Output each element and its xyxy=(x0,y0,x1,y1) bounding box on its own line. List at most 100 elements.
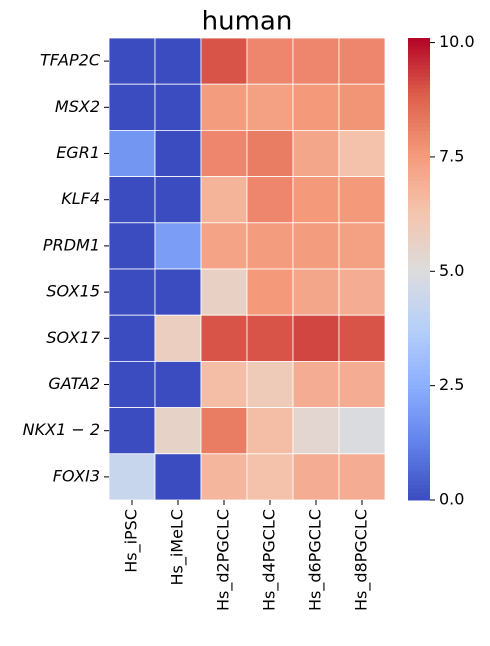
heat-cell xyxy=(292,314,340,362)
colorbar-strip xyxy=(408,419,430,424)
colorbar-strip xyxy=(408,226,430,231)
colorbar-strip xyxy=(408,446,430,451)
colorbar-strip xyxy=(408,130,430,135)
heat-cell xyxy=(200,222,248,270)
heat-cell xyxy=(246,268,294,316)
heat-cell xyxy=(154,314,202,362)
colorbar-strip xyxy=(408,434,430,439)
heat-cell xyxy=(292,83,340,131)
colorbar-strip xyxy=(408,134,430,139)
heat-cell xyxy=(292,360,340,408)
colorbar-strip xyxy=(408,303,430,308)
heat-cell xyxy=(108,314,156,362)
colorbar-strip xyxy=(408,326,430,332)
colorbar-strip xyxy=(408,473,430,478)
y-tick-label: SOX17 xyxy=(46,328,100,347)
colorbar-strip xyxy=(408,280,430,285)
colorbar-strip xyxy=(408,361,430,366)
colorbar-strip xyxy=(408,338,430,343)
heat-cell xyxy=(338,360,386,408)
heat-cell xyxy=(246,129,294,177)
colorbar-strip xyxy=(408,218,430,224)
colorbar-strip xyxy=(408,353,430,359)
colorbar-strip xyxy=(408,153,430,158)
y-tick-label: NKX1 − 2 xyxy=(23,420,100,439)
heat-cell xyxy=(292,222,340,270)
colorbar-tick-label: 0.0 xyxy=(439,490,464,509)
colorbar-strip xyxy=(408,449,430,455)
heat-cell xyxy=(246,453,294,501)
colorbar-strip xyxy=(408,107,430,112)
colorbar-strip xyxy=(408,180,430,185)
colorbar-strip xyxy=(408,253,430,258)
colorbar-strip xyxy=(408,91,430,97)
colorbar-strip xyxy=(408,188,430,193)
heat-cell xyxy=(154,37,202,85)
colorbar-strip xyxy=(408,38,430,43)
colorbar-strip xyxy=(408,207,430,212)
heat-cell xyxy=(154,129,202,177)
colorbar-strip xyxy=(408,457,430,462)
heat-cell xyxy=(246,37,294,85)
colorbar-strip xyxy=(408,257,430,262)
colorbar-strip xyxy=(408,330,430,335)
heat-cell xyxy=(154,83,202,131)
y-tick-label: SOX15 xyxy=(46,282,100,301)
colorbar-strip xyxy=(408,76,430,81)
colorbar-strip xyxy=(408,249,430,255)
heat-cell xyxy=(246,83,294,131)
heat-cell xyxy=(200,453,248,501)
y-tick-label: GATA2 xyxy=(48,374,100,393)
colorbar-strip xyxy=(408,95,430,101)
heat-cell xyxy=(108,37,156,85)
colorbar-strip xyxy=(408,322,430,328)
heat-cell xyxy=(154,176,202,224)
y-tick-label: TFAP2C xyxy=(40,51,101,70)
colorbar-strip xyxy=(408,199,430,205)
x-tick-label: Hs_iMeLC xyxy=(168,509,188,586)
colorbar-strip xyxy=(408,176,430,181)
heat-cell xyxy=(154,407,202,455)
colorbar-strip xyxy=(408,453,430,459)
colorbar-strip xyxy=(408,388,430,393)
heat-cell xyxy=(108,83,156,131)
heat-cell xyxy=(154,453,202,501)
colorbar-tick-label: 2.5 xyxy=(439,375,464,394)
colorbar-strip xyxy=(408,380,430,385)
colorbar-strip xyxy=(408,488,430,493)
colorbar-strip xyxy=(408,57,430,62)
colorbar-strip xyxy=(408,284,430,289)
heat-cell xyxy=(108,453,156,501)
colorbar-strip xyxy=(408,68,430,74)
x-tick-label: Hs_d6PGCLC xyxy=(306,509,326,611)
colorbar-strip xyxy=(408,261,430,266)
heat-cell xyxy=(246,222,294,270)
colorbar-strip xyxy=(408,215,430,220)
colorbar-strip xyxy=(408,384,430,389)
colorbar-strip xyxy=(408,496,430,501)
colorbar-strip xyxy=(408,118,430,124)
colorbar-strip xyxy=(408,411,430,416)
colorbar-strip xyxy=(408,53,430,58)
colorbar-strip xyxy=(408,230,430,235)
heat-cell xyxy=(108,407,156,455)
colorbar-strip xyxy=(408,423,430,428)
colorbar-strip xyxy=(408,184,430,189)
x-tick-label: Hs_iPSC xyxy=(122,509,142,573)
colorbar-strip xyxy=(408,72,430,77)
colorbar-strip xyxy=(408,484,430,489)
y-tick-label: KLF4 xyxy=(61,189,100,208)
colorbar-strip xyxy=(408,365,430,370)
heat-cell xyxy=(338,37,386,85)
heat-cell xyxy=(292,407,340,455)
heat-cell xyxy=(200,268,248,316)
colorbar-strip xyxy=(408,357,430,362)
colorbar-strip xyxy=(408,145,430,151)
heat-cell xyxy=(338,268,386,316)
colorbar-strip xyxy=(408,242,430,247)
colorbar-strip xyxy=(408,438,430,443)
colorbar-strip xyxy=(408,442,430,447)
heat-cell xyxy=(200,176,248,224)
